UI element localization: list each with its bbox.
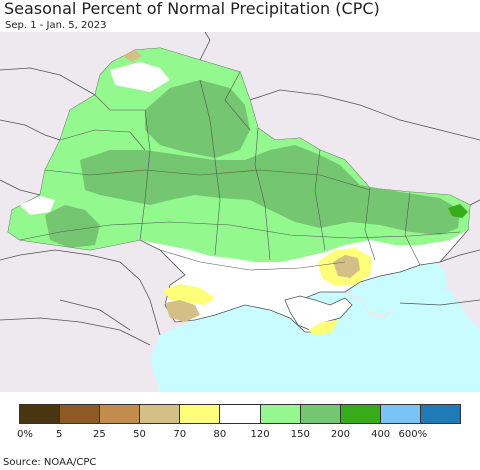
precipitation-map [0, 32, 480, 392]
legend-swatch [180, 405, 221, 423]
legend-tick-label: 120 [250, 429, 270, 440]
legend-swatch [20, 405, 61, 423]
legend-tick-label: 0% [17, 429, 33, 440]
crimea-yellow [308, 320, 336, 336]
zone-70-80-southwest [163, 284, 215, 305]
legend-swatch [220, 405, 261, 423]
legend-tick-label: 5 [55, 429, 63, 440]
zone-200-400 [448, 204, 468, 218]
legend-swatch [420, 405, 461, 423]
crimea [284, 295, 353, 331]
legend-swatch [300, 405, 341, 423]
zone-150-200-north [145, 80, 250, 158]
legend-tick-label: 150 [290, 429, 310, 440]
legend-bar [19, 404, 461, 424]
black-sea [150, 288, 480, 392]
legend-tick-label: 400 [371, 429, 391, 440]
legend-swatch [140, 405, 181, 423]
zone-150-200-west [45, 205, 100, 248]
legend-swatch [100, 405, 141, 423]
map-subtitle: Sep. 1 - Jan. 5, 2023 [5, 20, 107, 31]
zone-70-80-north-spot [123, 50, 142, 62]
legend-swatch [340, 405, 381, 423]
zone-150-200-central [80, 145, 460, 235]
source-label: Source: NOAA/CPC [3, 457, 97, 468]
legend-tick-label: 80 [213, 429, 227, 440]
map-title: Seasonal Percent of Normal Precipitation… [4, 0, 380, 18]
legend-swatch [260, 405, 301, 423]
country-borders [0, 32, 480, 346]
zone-50-70-southwest [165, 300, 200, 322]
oblast-borders [19, 71, 461, 271]
zone-50-70-east [333, 255, 360, 278]
legend-tick-label: 200 [330, 429, 350, 440]
legend-swatch [60, 405, 101, 423]
legend-tick-label: 25 [92, 429, 106, 440]
legend-tick-label: 70 [173, 429, 187, 440]
west-white-patch [20, 196, 55, 215]
azov-sea [345, 262, 448, 315]
legend-tick-label: 600% [398, 429, 428, 440]
legend-swatch [380, 405, 421, 423]
north-white-patch [110, 62, 170, 92]
legend-tick-label: 50 [133, 429, 146, 440]
